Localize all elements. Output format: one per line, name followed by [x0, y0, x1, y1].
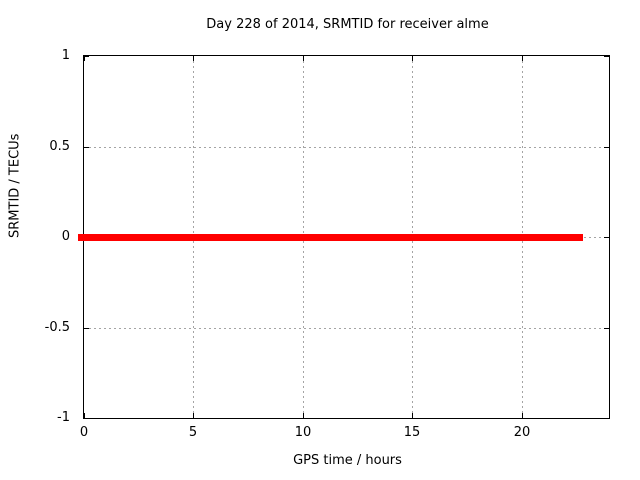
x-tick-mark-top: [84, 56, 85, 61]
y-tick-mark-right: [604, 237, 609, 238]
x-tick-mark-bottom: [193, 413, 194, 418]
y-tick-mark-right: [604, 418, 609, 419]
y-tick-mark-left: [84, 328, 89, 329]
x-tick-mark-top: [303, 56, 304, 61]
x-tick-mark-bottom: [522, 413, 523, 418]
x-axis-label: GPS time / hours: [293, 453, 402, 468]
y-tick-mark-right: [604, 147, 609, 148]
y-tick-label: 0: [61, 229, 70, 244]
y-tick-mark-left: [84, 56, 89, 57]
x-tick-label: 0: [79, 425, 89, 440]
x-tick-mark-bottom: [412, 413, 413, 418]
x-tick-mark-top: [193, 56, 194, 61]
y-tick-mark-right: [604, 328, 609, 329]
gridline-horizontal: [84, 147, 609, 148]
y-tick-mark-left: [84, 147, 89, 148]
x-tick-label: 5: [188, 425, 198, 440]
chart-title: Day 228 of 2014, SRMTID for receiver alm…: [206, 17, 489, 32]
y-tick-label: -1: [57, 410, 70, 425]
x-tick-mark-top: [522, 56, 523, 61]
y-tick-mark-left: [84, 418, 89, 419]
x-tick-label: 15: [403, 425, 421, 440]
x-tick-label: 20: [513, 425, 531, 440]
y-tick-label: 1: [61, 48, 70, 63]
gridline-horizontal: [84, 328, 609, 329]
x-tick-mark-bottom: [84, 413, 85, 418]
x-tick-mark-top: [412, 56, 413, 61]
y-tick-label: 0.5: [49, 139, 70, 154]
plot-area: [78, 55, 610, 419]
y-tick-mark-right: [604, 56, 609, 57]
x-tick-label: 10: [294, 425, 312, 440]
x-tick-mark-bottom: [303, 413, 304, 418]
y-tick-label: -0.5: [44, 320, 70, 335]
data-line-srmtid: [78, 234, 583, 241]
